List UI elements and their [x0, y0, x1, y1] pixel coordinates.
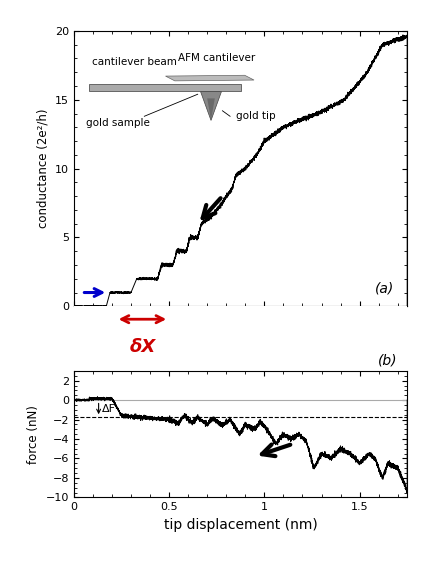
Text: (b): (b) [378, 353, 397, 367]
Text: (a): (a) [375, 281, 394, 295]
Text: cantilever beam: cantilever beam [92, 57, 177, 67]
Text: AFM cantilever: AFM cantilever [178, 53, 255, 62]
Bar [89, 84, 241, 92]
X-axis label: tip displacement (nm): tip displacement (nm) [164, 518, 317, 532]
Text: gold sample: gold sample [86, 117, 150, 128]
Polygon shape [207, 98, 215, 120]
Text: δX: δX [129, 338, 156, 356]
Y-axis label: force (nN): force (nN) [27, 405, 40, 464]
Y-axis label: conductance (2e²/h): conductance (2e²/h) [36, 109, 49, 228]
Bar [165, 75, 254, 81]
Text: ΔF: ΔF [101, 404, 116, 414]
Text: gold tip: gold tip [236, 111, 276, 121]
Polygon shape [200, 92, 222, 120]
